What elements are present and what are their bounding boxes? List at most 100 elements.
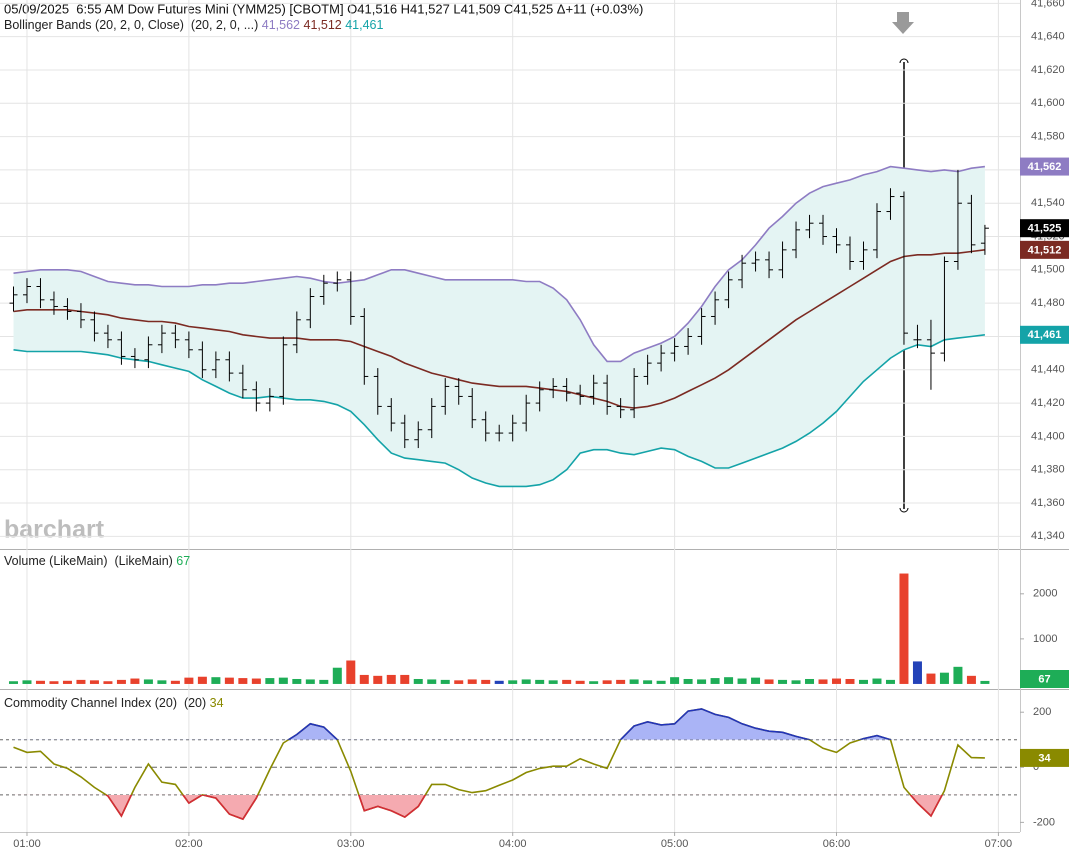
price-badge-label: 67 (1038, 673, 1050, 685)
y-tick-label: 41,500 (1031, 264, 1065, 276)
cci-under-fill (106, 794, 943, 820)
volume-bar (427, 679, 437, 684)
y-tick-label: 1000 (1033, 633, 1057, 645)
volume-bar (319, 679, 329, 684)
volume-bar (629, 679, 639, 684)
y-tick-label: 41,400 (1031, 430, 1065, 442)
watermark: barchart (4, 516, 105, 544)
volume-bar (751, 677, 761, 684)
volume-bar (926, 673, 936, 684)
y-tick-label: 41,580 (1031, 130, 1065, 142)
volume-bar (170, 680, 180, 684)
volume-bar (413, 678, 423, 684)
volume-bar (764, 679, 774, 684)
band-fill (13, 166, 985, 487)
legend-item: 41,512 (304, 18, 342, 32)
volume-bar (656, 680, 666, 684)
price-badge (1020, 325, 1069, 344)
volume-bar (562, 679, 572, 684)
volume-bar (616, 679, 626, 684)
panels (0, 0, 1069, 833)
volume-bar (89, 680, 99, 684)
volume-bar (643, 680, 653, 684)
y-tick-label: 41,640 (1031, 31, 1065, 43)
y-tick-label: 41,340 (1031, 530, 1065, 542)
y-tick-label: 41,600 (1031, 97, 1065, 109)
volume-bar (832, 678, 842, 684)
y-tick-label: 41,620 (1031, 64, 1065, 76)
volume-bar (710, 678, 720, 684)
volume-bar (332, 667, 342, 684)
volume-bar (211, 677, 221, 684)
volume-bar (373, 675, 383, 684)
legend: Bollinger Bands (20, 2, 0, Close) (20, 2… (4, 18, 383, 32)
y-tick-label: 0 (1033, 761, 1039, 773)
volume-bar (49, 681, 59, 684)
volume-bar (224, 677, 234, 684)
volume-bar (197, 676, 207, 684)
volume-bar (440, 679, 450, 684)
cci-under-line (104, 794, 944, 821)
volume-bar (939, 672, 949, 684)
volume-bar (885, 679, 895, 684)
volume-bar (791, 680, 801, 684)
volume-bar (116, 679, 126, 684)
price-badge (1020, 219, 1069, 238)
cci-over-line (286, 708, 892, 740)
x-tick-label: 07:00 (985, 838, 1013, 850)
volume-bar (157, 680, 167, 684)
x-tick-label: 01:00 (13, 838, 41, 850)
volume-bar (251, 678, 261, 684)
volume-bar (8, 681, 18, 684)
band-line (13, 334, 985, 488)
volume-bar (845, 678, 855, 684)
volume-bar (778, 679, 788, 684)
volume-bar (103, 681, 113, 684)
volume-bar (35, 680, 45, 684)
cci-line (13, 708, 985, 821)
volume-bar (386, 674, 396, 684)
volume-bar (265, 678, 275, 684)
x-tick-label: 04:00 (499, 838, 527, 850)
price-badge-label: 41,525 (1028, 223, 1062, 235)
y-tick-label: 41,360 (1031, 497, 1065, 509)
y-tick-label: 41,660 (1031, 0, 1065, 9)
volume-bar (359, 674, 369, 684)
volume-bar (76, 679, 86, 684)
y-tick-label: -200 (1033, 816, 1055, 828)
volume-bar (548, 680, 558, 684)
price-badge-label: 41,461 (1028, 329, 1062, 341)
y-tick-label: 41,540 (1031, 197, 1065, 209)
volume-bar (481, 679, 491, 684)
volume-bar (670, 677, 680, 684)
price-badge-label: 41,562 (1028, 161, 1062, 173)
price-badge-label: 34 (1038, 752, 1051, 764)
volume-bar (521, 679, 531, 684)
volume-bar (575, 680, 585, 684)
volume-bar (62, 680, 72, 684)
volume-bar (494, 680, 504, 684)
volume-bar (899, 573, 909, 684)
legend: Commodity Channel Index (20) (20) 34 (4, 696, 224, 710)
volume-bar (872, 678, 882, 684)
volume-bar (805, 678, 815, 684)
y-tick-label: 2000 (1033, 588, 1057, 600)
volume-bar (22, 680, 32, 684)
volume-bar (589, 681, 599, 684)
volume-bar (346, 660, 356, 684)
legend-item: 41,461 (345, 18, 383, 32)
event-cap (899, 58, 909, 64)
volume-bar (683, 678, 693, 684)
volume-bar (130, 678, 140, 684)
legend-item: Volume (LikeMain) (LikeMain) (4, 554, 173, 568)
volume-bar (966, 675, 976, 684)
volume-bar (400, 674, 410, 684)
volume-bar (292, 678, 302, 684)
x-tick-label: 05:00 (661, 838, 689, 850)
price-badge (1020, 240, 1069, 259)
volume-bar (980, 680, 990, 684)
volume-bar (184, 677, 194, 684)
x-tick-label: 03:00 (337, 838, 365, 850)
volume-bar (912, 661, 922, 684)
